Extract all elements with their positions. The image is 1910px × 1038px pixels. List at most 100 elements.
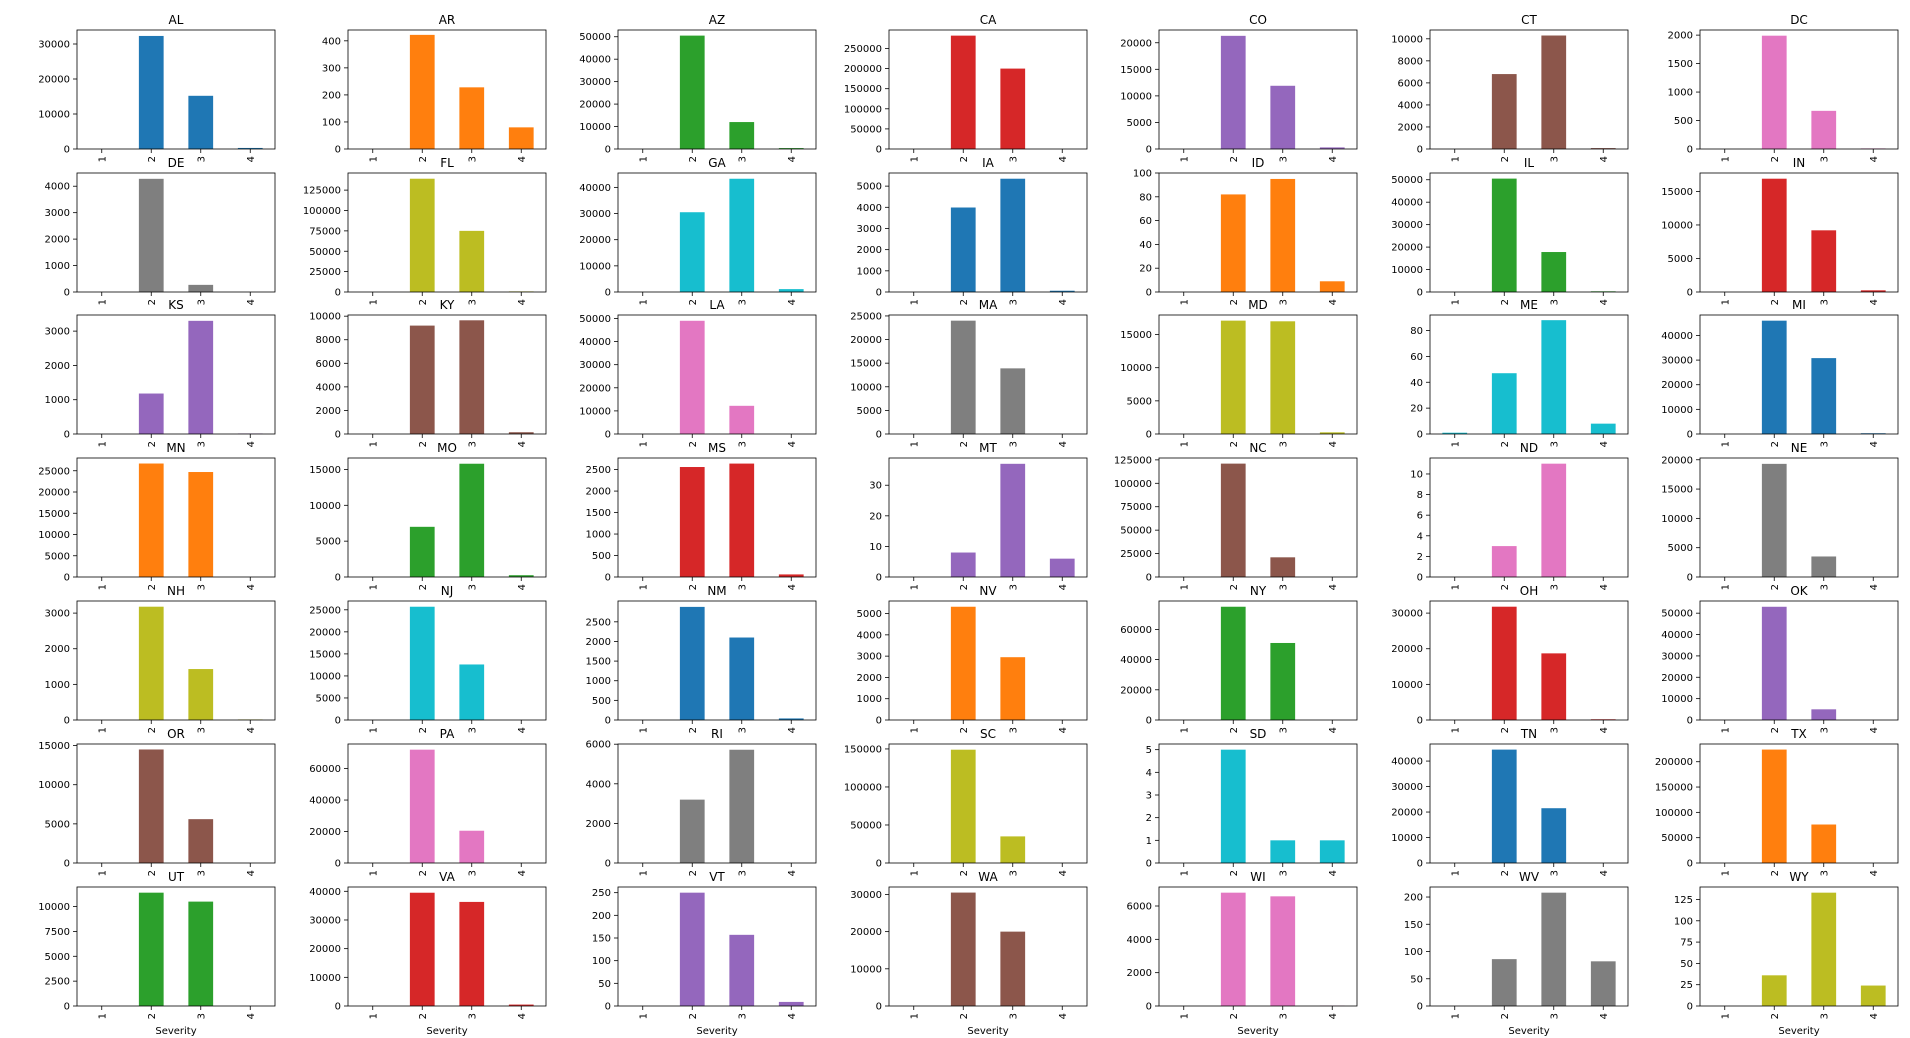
x-tick-label: 1 — [1179, 584, 1190, 590]
y-tick-label: 50000 — [1391, 175, 1423, 186]
x-tick-label: 1 — [1179, 156, 1190, 162]
x-tick-label: 2 — [147, 870, 158, 876]
x-tick-label: 3 — [1278, 584, 1289, 590]
y-tick-label: 80 — [1139, 192, 1152, 203]
bar-3 — [188, 901, 214, 1006]
bar-2 — [1220, 749, 1246, 863]
x-tick-label: 1 — [368, 584, 379, 590]
x-tick-label: 3 — [1008, 1013, 1019, 1019]
bar-2 — [138, 749, 164, 863]
axes-frame — [347, 886, 547, 1007]
y-tick-label: 20000 — [850, 927, 882, 938]
y-tick-label: 1000 — [45, 680, 70, 691]
bar-3 — [188, 819, 214, 863]
y-tick-label: 2000 — [316, 406, 341, 417]
x-tick-label: 4 — [1599, 1013, 1610, 1019]
x-tick-label: 1 — [368, 727, 379, 733]
bar-3 — [1811, 892, 1837, 1006]
y-tick-label: 10000 — [1120, 91, 1152, 102]
x-tick-label: 1 — [368, 870, 379, 876]
y-tick-label: 0 — [335, 859, 341, 870]
subplot-ct: CT 0 2000 4000 6000 8000 10000 1 2 3 4 — [1391, 13, 1629, 162]
y-tick-label: 400 — [322, 36, 341, 47]
y-tick-label: 5000 — [1127, 118, 1152, 129]
bar-3 — [1541, 320, 1567, 434]
subplot-nh: NH 0 1000 2000 3000 1 2 3 4 — [45, 584, 276, 733]
y-tick-label: 75000 — [1120, 502, 1152, 513]
subplot-title: MA — [979, 298, 998, 312]
subplot-dc: DC 0 500 1000 1500 2000 1 2 3 4 — [1668, 13, 1899, 162]
x-tick-label: 1 — [1179, 441, 1190, 447]
x-tick-label: 2 — [1229, 156, 1240, 162]
axes-frame — [76, 29, 276, 150]
subplot-de: DE 0 1000 2000 3000 4000 1 2 3 4 — [45, 156, 276, 305]
axes-frame — [617, 743, 817, 864]
y-tick-label: 0 — [64, 145, 70, 156]
y-tick-label: 6000 — [1398, 78, 1423, 89]
y-tick-label: 20000 — [309, 944, 341, 955]
bar-3 — [1000, 836, 1026, 863]
y-tick-label: 6000 — [316, 359, 341, 370]
y-tick-label: 30000 — [1391, 782, 1423, 793]
x-tick-label: 1 — [368, 441, 379, 447]
subplot-sd: SD 0 1 2 3 4 5 1 2 3 4 — [1146, 727, 1358, 876]
bar-2 — [1220, 320, 1246, 434]
y-tick-label: 10000 — [309, 312, 341, 323]
bar-3 — [1270, 321, 1296, 434]
x-tick-label: 2 — [959, 1013, 970, 1019]
axes-frame — [1158, 600, 1358, 721]
y-tick-label: 4000 — [1127, 935, 1152, 946]
subplot-title: NE — [1791, 441, 1808, 455]
bar-2 — [409, 892, 435, 1006]
bar-3 — [1811, 358, 1837, 434]
y-tick-label: 0 — [1417, 430, 1423, 441]
bar-3 — [1811, 230, 1837, 292]
x-tick-label: 1 — [1720, 1013, 1731, 1019]
y-tick-label: 100 — [1674, 916, 1693, 927]
y-tick-label: 125 — [1674, 895, 1693, 906]
y-tick-label: 2000 — [857, 245, 882, 256]
x-axis-label: Severity — [155, 1026, 196, 1037]
y-tick-label: 5000 — [1668, 254, 1693, 265]
subplot-ga: GA 0 10000 20000 30000 40000 1 2 3 4 — [579, 156, 817, 305]
x-tick-label: 3 — [1549, 299, 1560, 305]
y-tick-label: 20000 — [1391, 243, 1423, 254]
bar-3 — [1541, 808, 1567, 863]
subplot-wa: WA 0 10000 20000 30000 1 2 3 4 Severity — [850, 870, 1088, 1037]
y-tick-label: 20 — [869, 511, 882, 522]
axes-frame — [1158, 314, 1358, 435]
y-tick-label: 20000 — [579, 235, 611, 246]
x-tick-label: 4 — [246, 299, 257, 305]
axes-frame — [1699, 457, 1899, 578]
bar-4 — [1860, 290, 1886, 292]
x-tick-label: 2 — [959, 870, 970, 876]
y-tick-label: 10000 — [1391, 265, 1423, 276]
x-tick-label: 2 — [1770, 584, 1781, 590]
bar-2 — [1220, 606, 1246, 720]
bar-2 — [950, 892, 976, 1006]
bar-2 — [1491, 178, 1517, 292]
x-tick-label: 3 — [1819, 441, 1830, 447]
y-tick-label: 0 — [1687, 573, 1693, 584]
subplot-me: ME 0 20 40 60 80 1 2 3 4 — [1410, 298, 1629, 447]
x-tick-label: 2 — [1229, 299, 1240, 305]
y-tick-label: 10000 — [1661, 220, 1693, 231]
x-tick-label: 3 — [737, 870, 748, 876]
x-tick-label: 3 — [737, 156, 748, 162]
x-tick-label: 1 — [1720, 441, 1731, 447]
y-tick-label: 0 — [335, 573, 341, 584]
x-tick-label: 3 — [1008, 584, 1019, 590]
y-tick-label: 0 — [1417, 716, 1423, 727]
subplot-id: ID 0 20 40 60 80 100 1 2 3 4 — [1133, 156, 1358, 305]
y-tick-label: 30000 — [579, 209, 611, 220]
y-tick-label: 2000 — [45, 235, 70, 246]
subplot-title: NC — [1249, 441, 1266, 455]
x-tick-label: 4 — [787, 299, 798, 305]
bar-3 — [1270, 642, 1296, 720]
bar-4 — [778, 718, 804, 720]
x-axis-label: Severity — [696, 1026, 737, 1037]
x-tick-label: 3 — [196, 1013, 207, 1019]
subplot-title: ME — [1520, 298, 1538, 312]
bar-4 — [508, 432, 534, 434]
y-tick-label: 0 — [876, 716, 882, 727]
